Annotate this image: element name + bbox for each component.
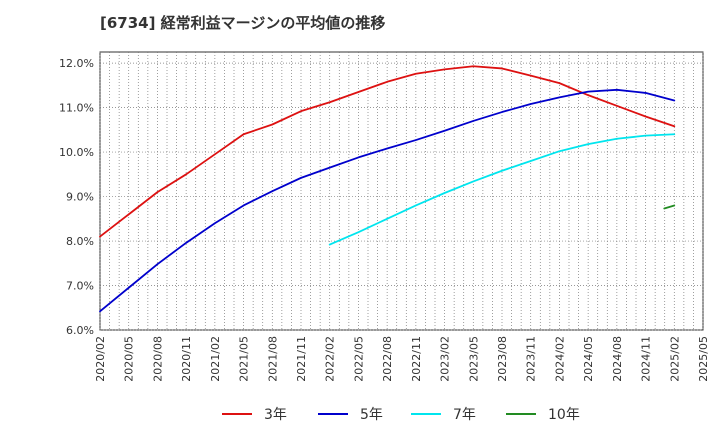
x-tick-label: 2024/11 <box>640 336 653 382</box>
y-tick-label: 6.0% <box>66 324 94 337</box>
y-tick-label: 7.0% <box>66 280 94 293</box>
series-line <box>328 133 676 246</box>
y-tick-label: 12.0% <box>59 57 94 70</box>
x-tick-label: 2021/08 <box>266 336 279 382</box>
chart-title: [6734] 経常利益マージンの平均値の推移 <box>100 14 386 32</box>
x-tick-label: 2022/08 <box>381 336 394 382</box>
x-tick-label: 2024/08 <box>611 336 624 382</box>
x-tick-label: 2022/05 <box>352 336 365 382</box>
series-lines <box>99 65 676 313</box>
legend: 3年 5年 7年 10年 <box>222 407 580 423</box>
x-tick-label: 2025/02 <box>668 336 681 382</box>
y-tick-label: 11.0% <box>59 102 94 115</box>
plot-area <box>99 51 704 331</box>
legend-label: 3年 <box>264 407 287 423</box>
y-axis-ticks: 6.0% 7.0% 8.0% 9.0% 10.0% 11.0% 12.0% <box>59 57 94 337</box>
series-line <box>99 88 676 313</box>
x-tick-label: 2023/11 <box>525 336 538 382</box>
x-tick-label: 2024/05 <box>582 336 595 382</box>
y-tick-label: 8.0% <box>66 235 94 248</box>
legend-label: 10年 <box>548 407 580 423</box>
series-line <box>663 204 676 210</box>
x-tick-label: 2023/08 <box>496 336 509 382</box>
y-tick-label: 9.0% <box>66 191 94 204</box>
x-tick-label: 2020/02 <box>94 336 107 382</box>
y-tick-label: 10.0% <box>59 146 94 159</box>
x-tick-label: 2022/11 <box>410 336 423 382</box>
x-tick-label: 2021/02 <box>209 336 222 382</box>
x-tick-label: 2023/05 <box>467 336 480 382</box>
x-tick-label: 2022/02 <box>324 336 337 382</box>
x-tick-label: 2020/05 <box>123 336 136 382</box>
x-tick-label: 2025/05 <box>697 336 710 382</box>
x-tick-label: 2020/11 <box>180 336 193 382</box>
x-axis-ticks: 2020/02 2020/05 2020/08 2020/11 2021/02 2021/… <box>94 336 710 382</box>
legend-label: 5年 <box>360 407 383 423</box>
x-tick-label: 2021/11 <box>295 336 308 382</box>
series-line <box>99 65 676 238</box>
x-tick-label: 2024/02 <box>553 336 566 382</box>
x-tick-label: 2020/08 <box>151 336 164 382</box>
x-tick-label: 2021/05 <box>238 336 251 382</box>
legend-label: 7年 <box>453 407 476 423</box>
x-tick-label: 2023/02 <box>439 336 452 382</box>
